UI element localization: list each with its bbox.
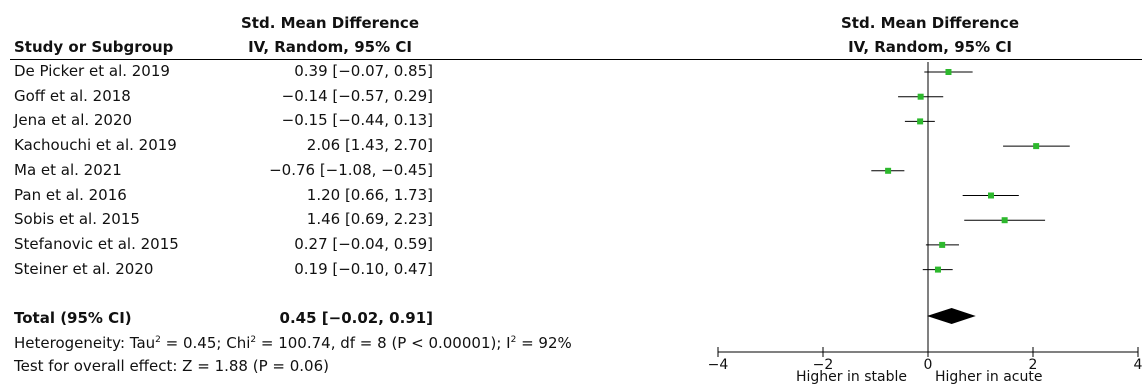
pooled-diamond xyxy=(926,308,976,324)
study-ci: 2.06 [1.43, 2.70] xyxy=(306,136,433,155)
plot-header-line2: IV, Random, 95% CI xyxy=(848,38,1012,56)
x-tick-label: −4 xyxy=(708,357,729,373)
study-ci: −0.15 [−0.44, 0.13] xyxy=(281,111,433,130)
effect-point xyxy=(885,167,892,174)
x-tick-label: 4 xyxy=(1134,357,1143,373)
effect-header-line2: IV, Random, 95% CI xyxy=(248,38,412,56)
study-name: De Picker et al. 2019 xyxy=(14,62,170,80)
effect-point xyxy=(945,69,952,75)
effect-header-line1: Std. Mean Difference xyxy=(241,14,419,32)
total-label: Total (95% CI) xyxy=(14,309,132,327)
study-name: Steiner et al. 2020 xyxy=(14,259,154,278)
effect-point xyxy=(1001,217,1008,224)
effect-point xyxy=(939,241,946,248)
x-tick-label: 0 xyxy=(924,357,933,373)
study-ci: −0.76 [−1.08, −0.45] xyxy=(269,160,433,179)
study-name: Stefanovic et al. 2015 xyxy=(14,234,179,253)
study-ci: 1.46 [0.69, 2.23] xyxy=(306,210,433,229)
study-ci: 0.39 [−0.07, 0.85] xyxy=(294,62,433,80)
effect-point xyxy=(1033,143,1040,150)
study-ci: −0.14 [−0.57, 0.29] xyxy=(281,86,433,105)
effect-point xyxy=(934,266,941,273)
header-rule xyxy=(10,59,1142,60)
study-name: Kachouchi et al. 2019 xyxy=(14,136,177,155)
effect-point xyxy=(988,192,994,199)
study-ci: 1.20 [0.66, 1.73] xyxy=(306,185,433,204)
effect-point xyxy=(917,93,924,100)
axis-right-label: Higher in acute xyxy=(935,369,1043,385)
study-name: Pan et al. 2016 xyxy=(14,185,127,204)
axis-left-label: Higher in stable xyxy=(796,369,907,385)
plot-header-line1: Std. Mean Difference xyxy=(841,14,1019,32)
overall-effect-text: Test for overall effect: Z = 1.88 (P = 0… xyxy=(14,357,329,375)
total-ci: 0.45 [−0.02, 0.91] xyxy=(279,309,433,327)
heterogeneity-text: Heterogeneity: Tau2 = 0.45; Chi2 = 100.7… xyxy=(14,334,572,352)
study-name: Goff et al. 2018 xyxy=(14,86,131,105)
x-tick-label: 2 xyxy=(1029,357,1038,373)
study-name: Sobis et al. 2015 xyxy=(14,210,140,229)
x-tick-label: −2 xyxy=(813,357,834,373)
study-ci: 0.19 [−0.10, 0.47] xyxy=(294,259,433,278)
effect-point xyxy=(917,118,924,125)
study-header: Study or Subgroup xyxy=(14,38,174,56)
study-ci: 0.27 [−0.04, 0.59] xyxy=(294,234,433,253)
study-name: Ma et al. 2021 xyxy=(14,160,122,179)
study-name: Jena et al. 2020 xyxy=(14,111,133,130)
